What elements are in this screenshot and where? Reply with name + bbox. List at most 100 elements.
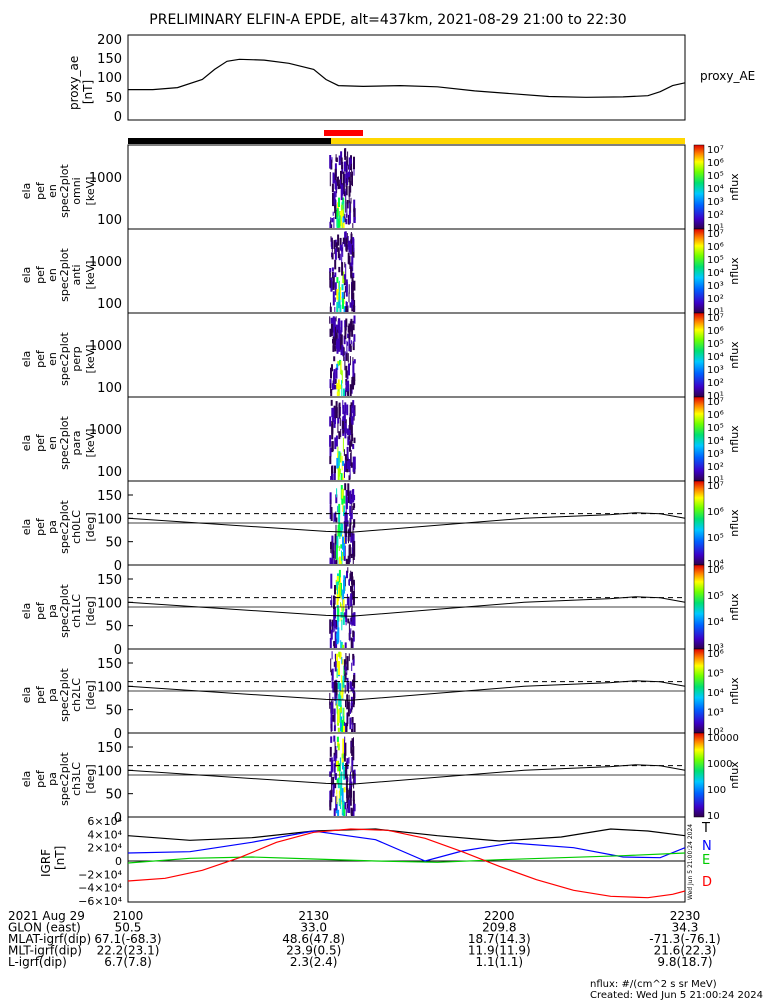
spectrogram-pixel — [336, 488, 338, 498]
panel-ylabel-line: ela — [20, 603, 33, 620]
panel-ylabel-line: para — [70, 431, 83, 456]
spectrogram-pixel — [333, 598, 335, 603]
spectrogram-pixel — [333, 369, 336, 384]
spectrogram-pixel — [347, 428, 349, 436]
spectrogram-pixel — [333, 217, 335, 228]
spectrogram-pixel — [346, 790, 348, 803]
spectrogram-pixel — [329, 435, 332, 447]
spectrogram-pixel — [340, 640, 342, 648]
panel-ylabel-line: [keV] — [84, 177, 97, 206]
igrf-legend-D: D — [702, 875, 712, 890]
spectrogram-pixel — [342, 203, 345, 216]
spectrogram-pixel — [349, 630, 351, 642]
y-tick-label: 50 — [105, 788, 122, 803]
spectrogram-pixel — [344, 402, 347, 414]
ephemeris-row-label: 2021 Aug 29 — [8, 909, 85, 923]
spectrogram-pixel — [329, 638, 332, 648]
spectrogram-pixel — [341, 262, 344, 276]
spectrogram-pixel — [346, 200, 349, 205]
spectrogram-pixel — [337, 361, 340, 367]
spectrogram-pixel — [334, 783, 337, 789]
spectrogram-pixel — [337, 608, 340, 622]
proxy-ae-frame — [127, 34, 686, 121]
y-tick-label: 0 — [114, 559, 122, 574]
spectrogram-pixel — [338, 708, 341, 723]
ephemeris-value: 21.6(22.3) — [654, 944, 717, 958]
panel-ylabel-line: spec2plot — [58, 752, 71, 806]
spectrogram-pixel — [335, 435, 338, 447]
spectrogram-pixel — [338, 280, 340, 294]
colorbar-tick-label: 10⁷ — [707, 397, 724, 408]
spectrogram-pixel — [353, 315, 356, 324]
spectrogram-pixel — [342, 589, 345, 606]
spectrogram-pixel — [341, 719, 344, 732]
spectrogram-pixel — [339, 452, 342, 463]
spectrogram-pixel — [349, 578, 350, 586]
spectrogram-pixel — [340, 320, 343, 333]
y-tick-label: 100 — [97, 297, 122, 312]
spectrogram-pixel — [342, 242, 344, 257]
energy-panels — [127, 144, 686, 482]
spectrogram-pixel — [352, 400, 355, 414]
y-tick-label: 0 — [114, 643, 122, 658]
spectrogram-pixel — [335, 181, 337, 198]
spectrogram-pixel — [341, 552, 344, 561]
spectrogram-pixel — [329, 557, 332, 564]
colorbar-tick-label: 10⁴ — [707, 688, 724, 699]
spectrogram-pixel — [350, 512, 353, 520]
igrf-D-line — [127, 828, 686, 899]
spectrogram-pixel — [331, 473, 334, 480]
spectrogram-pixel — [351, 662, 353, 671]
spectrogram-pixel — [335, 638, 337, 648]
spectrogram-pixel — [352, 247, 355, 258]
spectrogram-pixel — [351, 280, 354, 293]
spectrogram-pixel — [346, 404, 349, 416]
spectrogram-pixel — [350, 741, 352, 748]
spectrogram-pixel — [329, 280, 332, 288]
spectrogram-pixel — [334, 201, 337, 214]
chart-title: PRELIMINARY ELFIN-A EPDE, alt=437km, 202… — [149, 12, 626, 28]
spectrogram-pixel — [335, 683, 338, 696]
spectrogram-pixel — [348, 621, 350, 637]
spectrogram-pixel — [331, 441, 334, 452]
spectrogram-pixel — [347, 333, 350, 339]
spectrogram-pixel — [332, 776, 335, 786]
spectrogram-pixel — [340, 473, 343, 480]
energy-panel-perp — [127, 312, 686, 398]
spectrogram-pixel — [351, 426, 353, 434]
igrf-side-note: Wed Jun 5 21:00:24 2024 — [687, 824, 694, 900]
spectrogram-pixel — [340, 675, 342, 683]
spectrogram-pixel — [342, 599, 345, 611]
spectrogram-pixel — [335, 154, 337, 160]
y-tick-label: 100 — [97, 512, 122, 527]
spectrogram-pixel — [343, 191, 346, 197]
spectrogram-pixel — [345, 521, 348, 537]
spectrogram-pixel — [351, 738, 354, 747]
spectrogram-pixel — [340, 334, 343, 350]
y-tick-label: 1000 — [89, 171, 122, 186]
spectrogram-pixel — [349, 441, 351, 452]
colorbar-tick-label: 10⁶ — [707, 242, 724, 253]
spectrogram-pixel — [342, 502, 344, 512]
loss-cone-solid-line — [127, 512, 686, 533]
y-tick-label: 150 — [97, 741, 122, 756]
colorbar-tick-label: 10¹ — [707, 223, 724, 234]
spectrogram-pixel — [347, 788, 349, 802]
y-tick-label: 0 — [114, 110, 122, 125]
spectrogram-pixel — [329, 155, 332, 169]
spectrogram-pixel — [346, 340, 348, 354]
spectrogram-pixel — [346, 667, 348, 675]
spectrogram-pixel — [332, 277, 335, 290]
spectrogram-pixel — [345, 318, 348, 327]
spectrogram-pixel — [348, 210, 351, 224]
spectrogram-pixel — [337, 620, 338, 626]
spectrogram-pixel — [352, 525, 354, 536]
spectrogram-pixel — [336, 795, 338, 804]
spectrogram-pixel — [345, 387, 347, 396]
spectrogram-pixel — [340, 544, 343, 549]
spectrogram-pixel — [347, 795, 350, 802]
spectrogram-pixel — [352, 171, 353, 187]
pa-reference-lines — [127, 512, 686, 785]
